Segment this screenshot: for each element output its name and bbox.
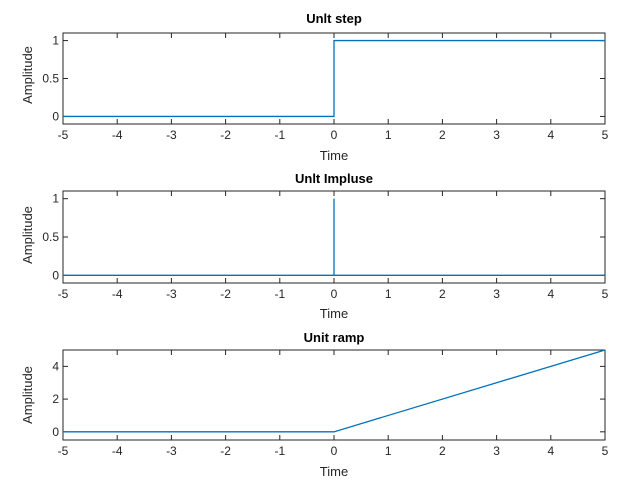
x-tick-label: -3 <box>166 128 177 142</box>
x-tick-label: 4 <box>547 287 554 301</box>
y-tick-label: 2 <box>52 392 59 406</box>
x-tick-label: -5 <box>58 444 69 458</box>
series-line <box>63 39 605 118</box>
x-tick-label: -3 <box>166 444 177 458</box>
plot-title: Unlt step <box>306 11 362 26</box>
x-tick-label: -2 <box>220 128 231 142</box>
x-tick-label: 1 <box>385 128 392 142</box>
x-tick-label: 0 <box>331 444 338 458</box>
y-tick-label: 1 <box>52 192 59 206</box>
subplot-unit-impulse: Unlt Impluse Time Amplitude -5 -4 -3 -2 -1 0 1… <box>20 171 609 321</box>
x-tick-label: -1 <box>274 128 285 142</box>
y-tick-label: 0 <box>52 425 59 439</box>
x-tick-label: 3 <box>493 128 500 142</box>
y-tick-label: 0 <box>52 268 59 282</box>
axes-box <box>62 349 606 441</box>
x-tick-label: 0 <box>331 128 338 142</box>
x-tick-label: 4 <box>547 444 554 458</box>
x-tick-label: -4 <box>112 287 123 301</box>
x-axis-label: Time <box>320 464 348 479</box>
x-tick-label: -4 <box>112 128 123 142</box>
x-axis-label: Time <box>320 148 348 163</box>
x-tick-label: 2 <box>439 128 446 142</box>
y-axis-label: Amplitude <box>20 46 35 104</box>
x-tick-label: 1 <box>385 287 392 301</box>
y-tick-label: 1 <box>52 34 59 48</box>
x-tick-label: 1 <box>385 444 392 458</box>
x-tick-label: -1 <box>274 287 285 301</box>
x-tick-label: 5 <box>602 287 609 301</box>
plot-title: Unit ramp <box>304 330 365 345</box>
x-tick-label: -5 <box>58 287 69 301</box>
x-tick-label: -2 <box>220 287 231 301</box>
x-tick-label: -1 <box>274 444 285 458</box>
x-tick-label: 4 <box>547 128 554 142</box>
x-tick-label: 5 <box>602 128 609 142</box>
subplot-unit-ramp: Unit ramp Time Amplitude -5 -4 -3 -2 -1 0 1 2 3 4… <box>20 330 609 479</box>
x-tick-label: -4 <box>112 444 123 458</box>
subplot-unit-step: Unlt step Time Amplitude -5 -4 -3 -2 -1 0 1 2 3 4… <box>20 11 609 163</box>
x-tick-label: 2 <box>439 444 446 458</box>
x-tick-label: -5 <box>58 128 69 142</box>
y-tick-label: 4 <box>52 359 59 373</box>
y-axis-label: Amplitude <box>20 366 35 424</box>
x-tick-label: -3 <box>166 287 177 301</box>
x-tick-label: 3 <box>493 287 500 301</box>
x-axis-label: Time <box>320 306 348 321</box>
y-tick-label: 0.5 <box>42 72 59 86</box>
y-axis-label: Amplitude <box>20 206 35 264</box>
x-tick-label: 0 <box>331 287 338 301</box>
plot-title: Unlt Impluse <box>295 171 373 186</box>
series-line <box>63 198 605 276</box>
y-tick-label: 0 <box>52 109 59 123</box>
x-tick-label: 3 <box>493 444 500 458</box>
y-tick-label: 0.5 <box>42 230 59 244</box>
x-tick-label: 2 <box>439 287 446 301</box>
x-tick-label: 5 <box>602 444 609 458</box>
x-tick-label: -2 <box>220 444 231 458</box>
series-line <box>63 349 606 433</box>
